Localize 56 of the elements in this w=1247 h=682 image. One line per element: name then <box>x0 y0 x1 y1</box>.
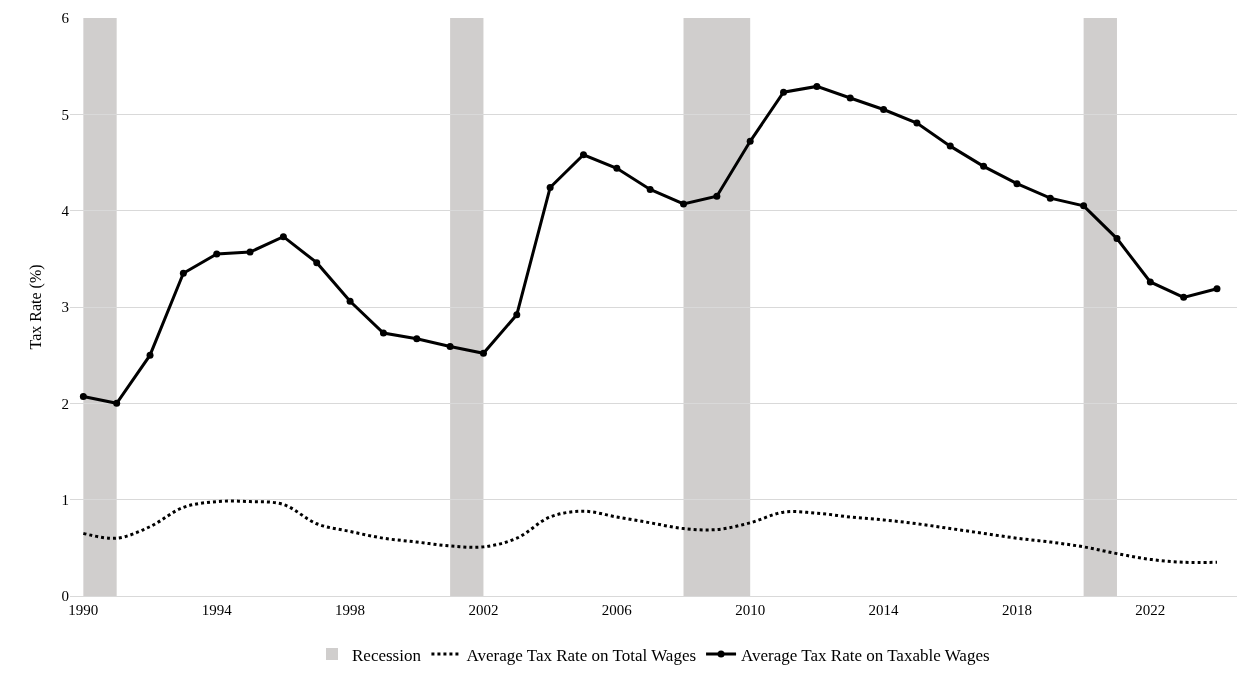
point <box>346 297 354 305</box>
point <box>1146 278 1154 286</box>
point <box>1180 293 1188 301</box>
point <box>213 250 221 258</box>
point <box>846 94 854 102</box>
legend-label: Recession <box>352 645 422 665</box>
x-tick-label: 2018 <box>1001 602 1032 618</box>
point <box>746 137 754 145</box>
point <box>1080 202 1088 210</box>
point <box>780 88 788 96</box>
y-tick-label: 4 <box>61 202 70 219</box>
point <box>1113 235 1121 243</box>
legend-label: Average Tax Rate on Total Wages <box>466 645 697 665</box>
x-tick-label: 2014 <box>868 602 900 618</box>
point <box>813 82 821 90</box>
x-tick-label: 1994 <box>201 602 233 618</box>
x-tick-label: 2022 <box>1135 602 1166 618</box>
point <box>313 259 321 267</box>
point <box>880 106 888 114</box>
point <box>1046 194 1054 202</box>
point <box>479 349 487 357</box>
y-axis-title: Tax Rate (%) <box>27 264 46 350</box>
legend-label: Average Tax Rate on Taxable Wages <box>741 645 990 665</box>
point <box>1213 285 1221 293</box>
point <box>1013 180 1021 188</box>
line-series <box>81 499 1219 564</box>
point <box>913 119 921 127</box>
point <box>946 142 954 150</box>
point <box>79 393 87 401</box>
point <box>646 185 654 193</box>
point <box>680 200 688 208</box>
point <box>413 335 421 343</box>
y-tick-label: 1 <box>61 491 69 508</box>
point <box>246 248 254 256</box>
point <box>980 162 988 170</box>
point <box>146 351 154 359</box>
point <box>579 151 587 159</box>
x-tick-label: 2002 <box>468 602 499 618</box>
point <box>179 269 187 277</box>
point <box>546 184 554 192</box>
point <box>713 192 721 200</box>
point <box>379 329 387 337</box>
x-tick-label: 1990 <box>68 602 99 618</box>
y-tick-label: 5 <box>61 106 69 123</box>
point <box>446 343 454 350</box>
x-tick-label: 2006 <box>601 602 633 618</box>
point <box>613 164 621 172</box>
point <box>113 399 121 407</box>
x-tick-label: 1998 <box>335 602 366 618</box>
point <box>279 233 287 241</box>
y-tick-label: 6 <box>61 10 70 27</box>
x-tick-label: 2010 <box>735 602 766 618</box>
point <box>513 311 521 319</box>
y-tick-label: 3 <box>61 299 69 316</box>
y-tick-label: 0 <box>61 588 69 605</box>
y-tick-label: 2 <box>61 395 69 412</box>
